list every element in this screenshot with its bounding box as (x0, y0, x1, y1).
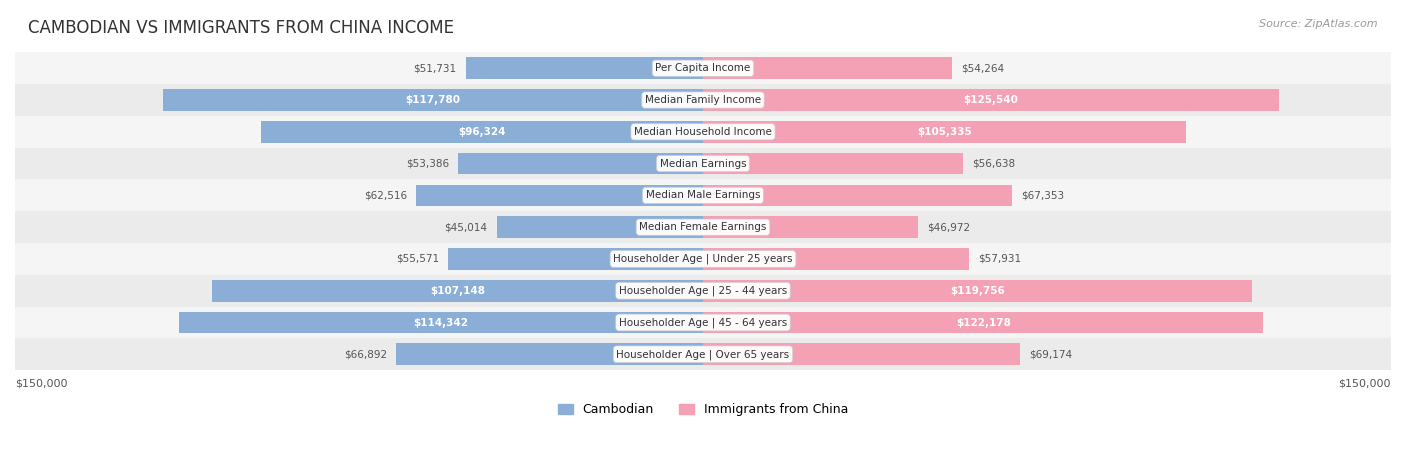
Text: $62,516: $62,516 (364, 191, 408, 200)
Bar (15, 307, 1391, 339)
Bar (703, 216, 918, 238)
Text: Median Family Income: Median Family Income (645, 95, 761, 105)
Text: $67,353: $67,353 (1021, 191, 1064, 200)
Text: $57,931: $57,931 (979, 254, 1021, 264)
Bar (262, 121, 703, 142)
Text: Per Capita Income: Per Capita Income (655, 63, 751, 73)
Text: Source: ZipAtlas.com: Source: ZipAtlas.com (1260, 19, 1378, 28)
Bar (15, 148, 1391, 179)
Text: Householder Age | 25 - 44 years: Householder Age | 25 - 44 years (619, 285, 787, 296)
Bar (15, 179, 1391, 211)
Text: Householder Age | Over 65 years: Householder Age | Over 65 years (616, 349, 790, 360)
Bar (703, 89, 1279, 111)
Bar (703, 184, 1012, 206)
Text: $122,178: $122,178 (956, 318, 1011, 327)
Bar (396, 343, 703, 365)
Bar (703, 121, 1187, 142)
Text: $107,148: $107,148 (430, 286, 485, 296)
Text: $119,756: $119,756 (950, 286, 1005, 296)
Text: $53,386: $53,386 (406, 159, 449, 169)
Bar (703, 57, 952, 79)
Bar (15, 116, 1391, 148)
Bar (465, 57, 703, 79)
Text: $125,540: $125,540 (963, 95, 1018, 105)
Text: Householder Age | 45 - 64 years: Householder Age | 45 - 64 years (619, 317, 787, 328)
Bar (163, 89, 703, 111)
Text: Householder Age | Under 25 years: Householder Age | Under 25 years (613, 254, 793, 264)
Text: CAMBODIAN VS IMMIGRANTS FROM CHINA INCOME: CAMBODIAN VS IMMIGRANTS FROM CHINA INCOM… (28, 19, 454, 37)
Bar (703, 153, 963, 174)
Bar (15, 275, 1391, 307)
Legend: Cambodian, Immigrants from China: Cambodian, Immigrants from China (553, 398, 853, 421)
Bar (703, 343, 1021, 365)
Bar (15, 211, 1391, 243)
Text: $56,638: $56,638 (972, 159, 1015, 169)
Text: $150,000: $150,000 (1339, 378, 1391, 388)
Text: $45,014: $45,014 (444, 222, 488, 232)
Text: $55,571: $55,571 (396, 254, 439, 264)
Text: $66,892: $66,892 (344, 349, 387, 359)
Bar (458, 153, 703, 174)
Bar (416, 184, 703, 206)
Text: $150,000: $150,000 (15, 378, 67, 388)
Text: $51,731: $51,731 (413, 63, 457, 73)
Bar (15, 243, 1391, 275)
Bar (15, 84, 1391, 116)
Text: Median Household Income: Median Household Income (634, 127, 772, 137)
Text: Median Earnings: Median Earnings (659, 159, 747, 169)
Bar (211, 280, 703, 302)
Bar (703, 311, 1264, 333)
Text: $54,264: $54,264 (962, 63, 1004, 73)
Text: $114,342: $114,342 (413, 318, 468, 327)
Text: $105,335: $105,335 (917, 127, 972, 137)
Text: $46,972: $46,972 (928, 222, 970, 232)
Bar (179, 311, 703, 333)
Bar (703, 280, 1253, 302)
Text: Median Female Earnings: Median Female Earnings (640, 222, 766, 232)
Text: $69,174: $69,174 (1029, 349, 1073, 359)
Text: $117,780: $117,780 (405, 95, 460, 105)
Bar (449, 248, 703, 270)
Bar (15, 339, 1391, 370)
Bar (15, 52, 1391, 84)
Bar (703, 248, 969, 270)
Text: $96,324: $96,324 (458, 127, 506, 137)
Text: Median Male Earnings: Median Male Earnings (645, 191, 761, 200)
Bar (496, 216, 703, 238)
